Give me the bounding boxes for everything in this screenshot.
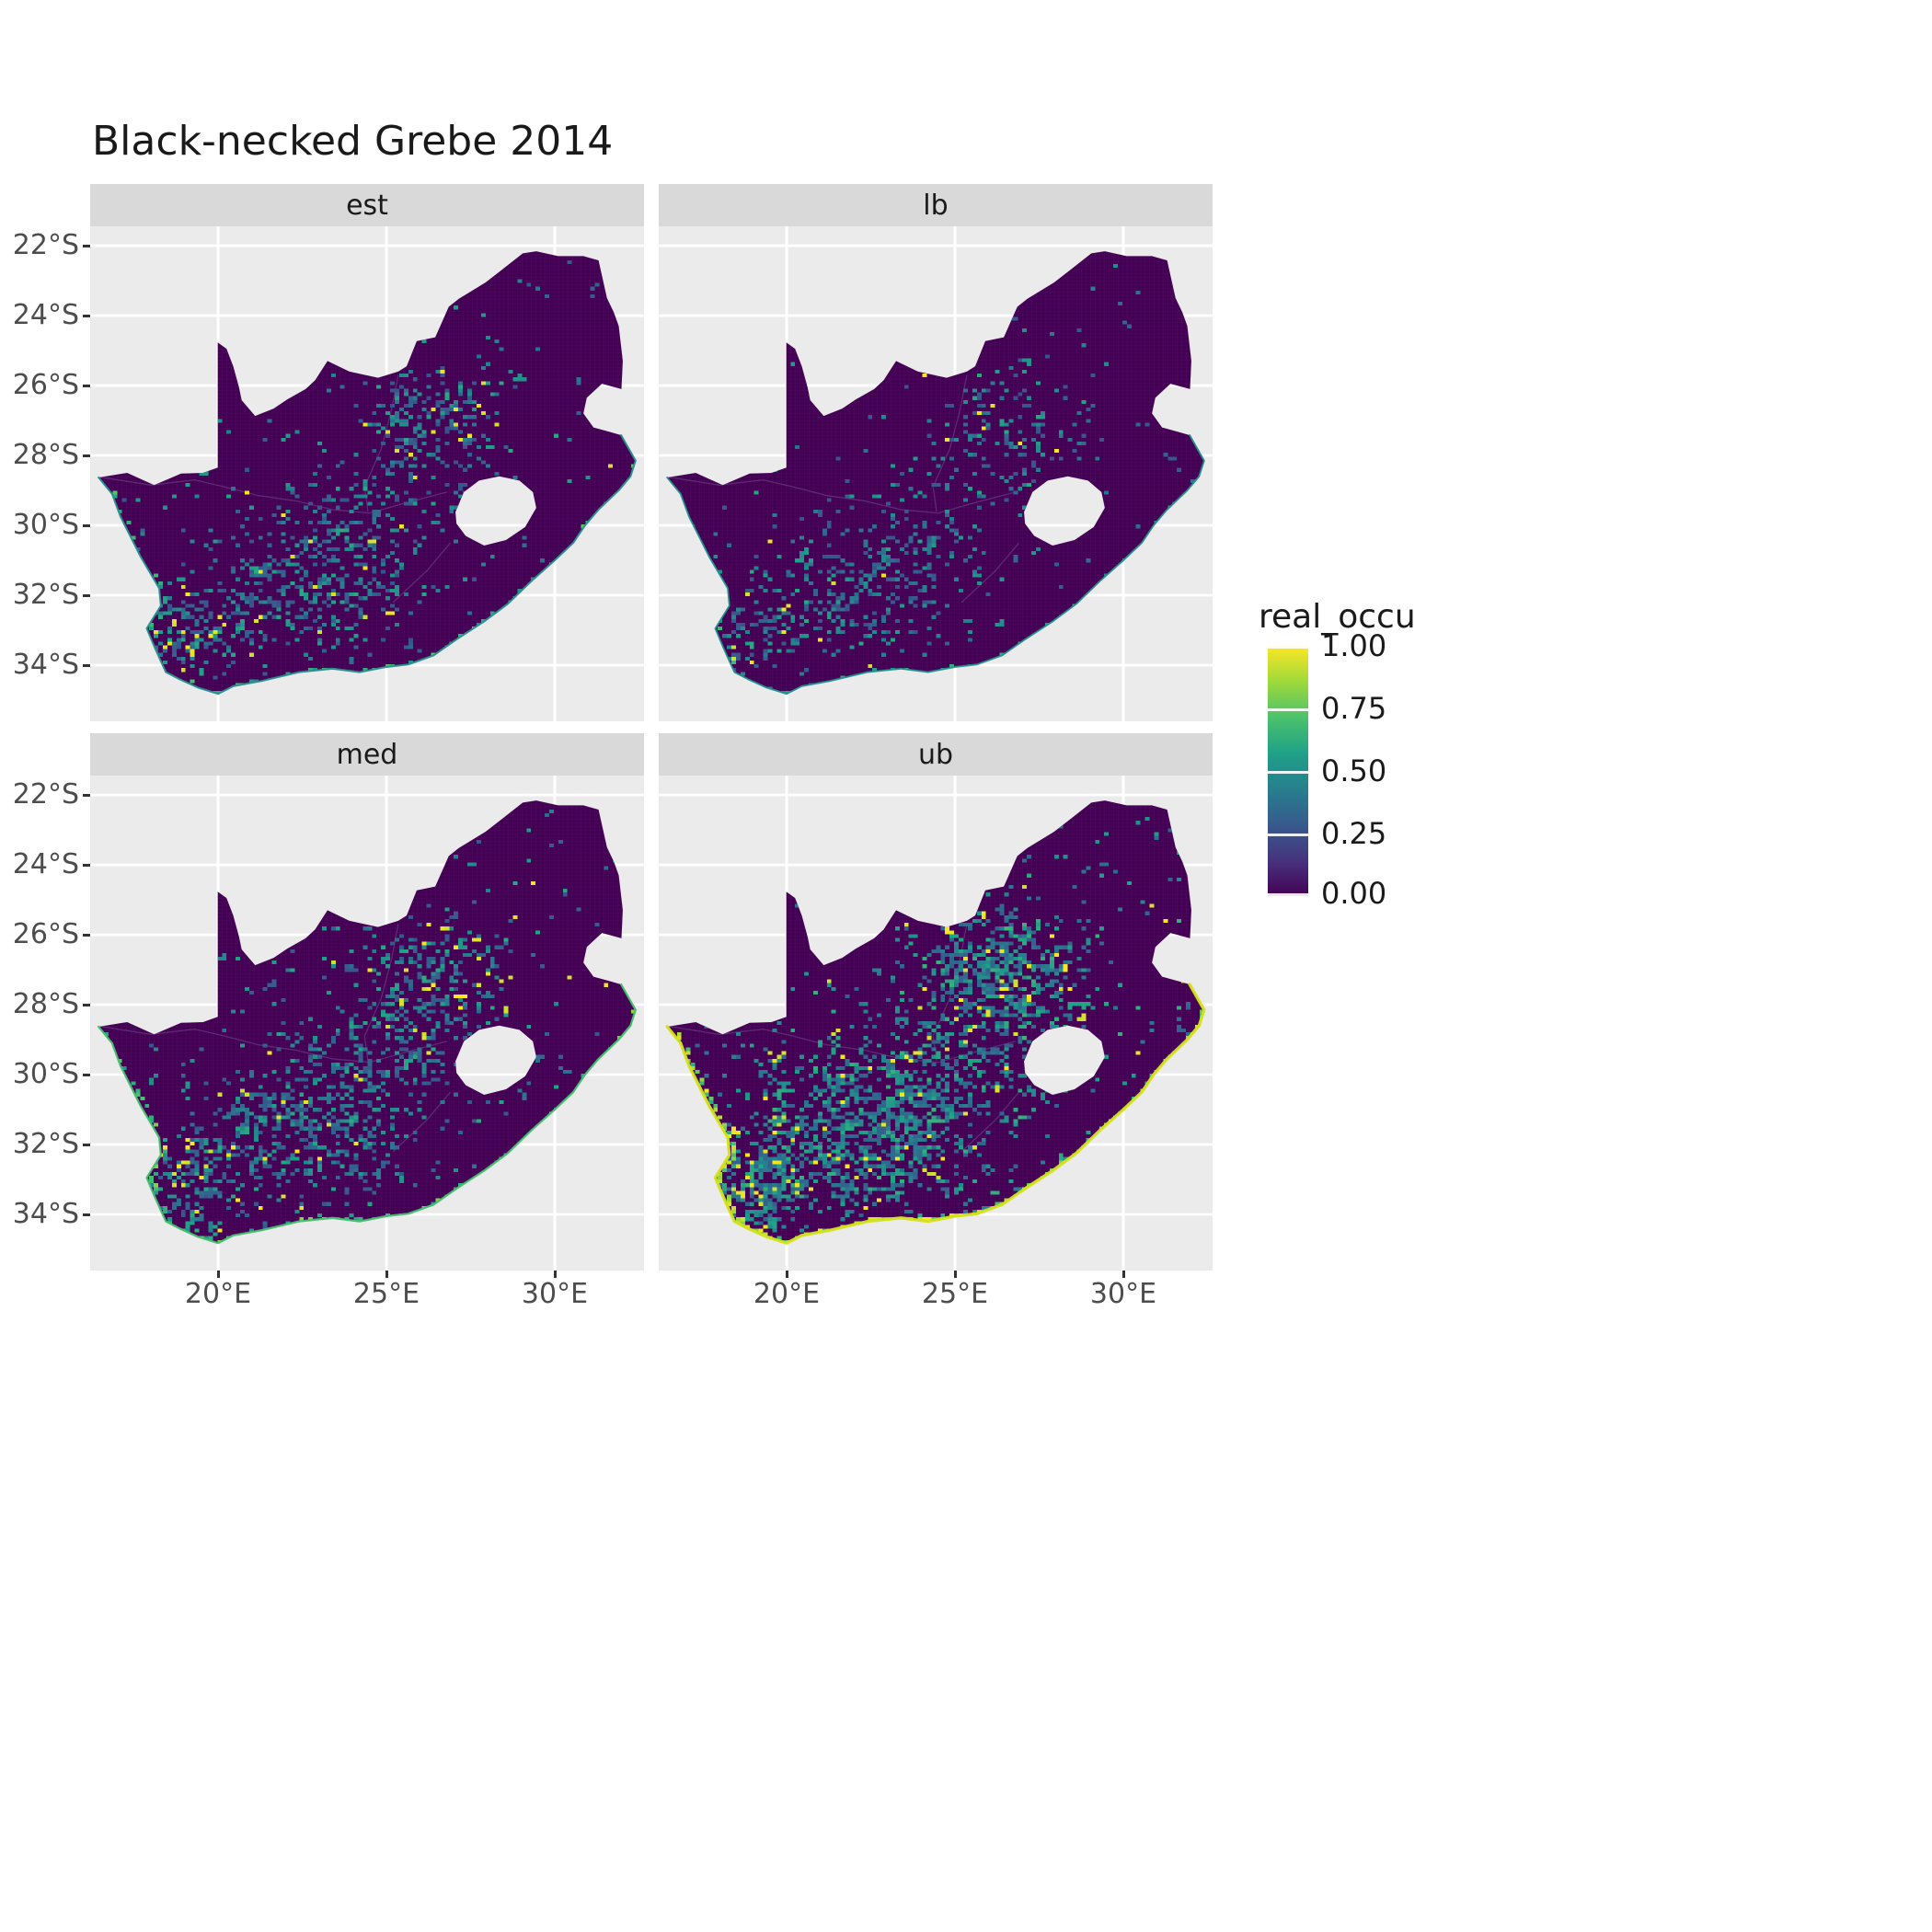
y-axis-tick-label: 26°S <box>12 369 79 401</box>
x-axis-tick-label: 25°E <box>921 1278 989 1310</box>
y-axis-tick <box>83 793 90 797</box>
facet-strip-label: lb <box>923 189 949 222</box>
coastline-fringe <box>98 433 637 696</box>
facet-strip-label: med <box>336 738 398 771</box>
map-svg-ub <box>659 776 1213 1271</box>
y-axis-tick-label: 26°S <box>12 918 79 950</box>
x-axis-tick <box>385 1271 388 1278</box>
map-panel-ub <box>659 776 1213 1271</box>
y-axis-tick-label: 32°S <box>12 579 79 611</box>
coastline-fringe <box>98 983 637 1245</box>
y-axis-tick-label: 34°S <box>12 1198 79 1230</box>
x-axis-tick-label: 30°E <box>521 1278 589 1310</box>
map-svg-lb <box>659 226 1213 721</box>
legend-colorbar-tick <box>1268 893 1308 896</box>
y-axis-tick-label: 28°S <box>12 988 79 1020</box>
map-svg-est <box>90 226 644 721</box>
plot-title: Black-necked Grebe 2014 <box>92 118 614 165</box>
map-panel-med <box>90 776 644 1271</box>
coastline-fringe <box>665 983 1206 1245</box>
x-axis-tick <box>216 1271 220 1278</box>
y-axis-tick <box>83 863 90 867</box>
y-axis-tick <box>83 454 90 457</box>
map-panel-est <box>90 226 644 721</box>
x-axis-tick <box>553 1271 557 1278</box>
legend-tick-label: 0.00 <box>1321 876 1387 911</box>
province-borders <box>668 374 1020 604</box>
x-axis-tick-label: 20°E <box>184 1278 252 1310</box>
y-axis-tick <box>83 244 90 247</box>
x-axis-tick <box>1121 1271 1125 1278</box>
y-axis-tick <box>83 663 90 667</box>
occupancy-raster <box>99 256 636 695</box>
y-axis-tick <box>83 1143 90 1146</box>
y-axis-tick-label: 22°S <box>12 778 79 811</box>
y-axis-tick <box>83 523 90 527</box>
y-axis-tick-label: 24°S <box>12 299 79 331</box>
y-axis-tick <box>83 1073 90 1076</box>
x-axis-tick-label: 30°E <box>1089 1278 1157 1310</box>
y-axis-tick <box>83 314 90 317</box>
coastline-fringe <box>666 434 1205 696</box>
x-axis-tick-label: 25°E <box>352 1278 420 1310</box>
y-axis-tick-label: 30°S <box>12 1058 79 1090</box>
y-axis-tick <box>83 384 90 387</box>
y-axis-tick <box>83 1003 90 1006</box>
y-axis-tick-label: 32°S <box>12 1128 79 1160</box>
legend-title: real_occu <box>1259 598 1416 636</box>
y-axis-tick <box>83 593 90 597</box>
x-axis-tick-label: 20°E <box>753 1278 821 1310</box>
facet-strip-ub: ub <box>659 733 1213 776</box>
y-axis-tick-label: 30°S <box>12 509 79 541</box>
y-axis-tick-label: 22°S <box>12 229 79 261</box>
y-axis-tick <box>83 1213 90 1216</box>
x-axis-tick <box>785 1271 788 1278</box>
legend-colorbar-tick <box>1268 708 1308 711</box>
y-axis-tick-label: 24°S <box>12 848 79 880</box>
map-panel-lb <box>659 226 1213 721</box>
legend-colorbar-tick <box>1268 646 1308 649</box>
y-axis-tick <box>83 933 90 937</box>
province-borders <box>668 924 1020 1153</box>
y-axis-tick-label: 34°S <box>12 649 79 681</box>
facet-strip-est: est <box>90 184 644 226</box>
legend-tick-label: 0.75 <box>1321 691 1387 726</box>
y-axis-tick-label: 28°S <box>12 439 79 471</box>
legend-tick-label: 1.00 <box>1321 628 1387 663</box>
legend-tick-label: 0.25 <box>1321 816 1387 851</box>
facet-strip-label: est <box>346 189 388 222</box>
facet-strip-label: ub <box>917 738 954 771</box>
legend-colorbar-tick <box>1268 771 1308 774</box>
map-svg-med <box>90 776 644 1271</box>
facet-strip-lb: lb <box>659 184 1213 226</box>
facet-strip-med: med <box>90 733 644 776</box>
x-axis-tick <box>953 1271 957 1278</box>
legend-colorbar-tick <box>1268 834 1308 836</box>
legend-tick-label: 0.50 <box>1321 753 1387 788</box>
